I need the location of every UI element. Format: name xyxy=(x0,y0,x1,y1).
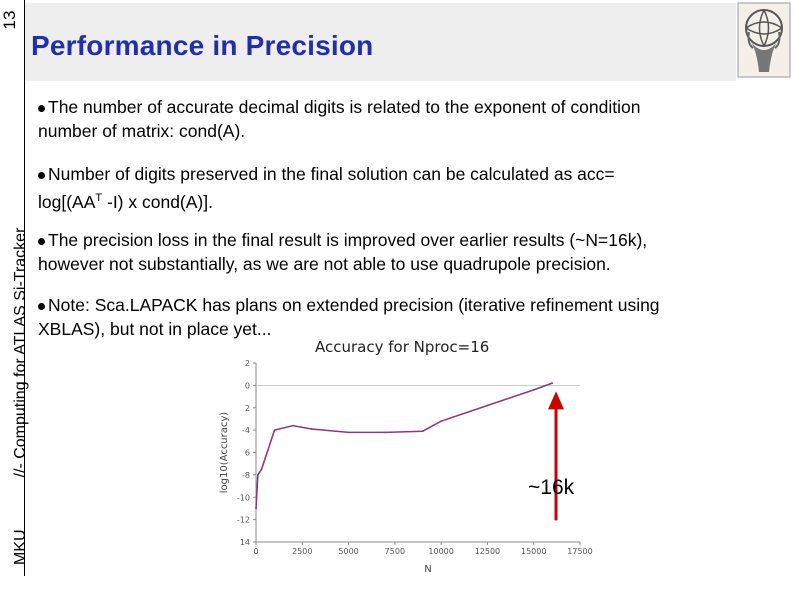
formula-part-1: log[(AA xyxy=(38,191,96,212)
y-tick-label: 6 xyxy=(245,449,250,458)
y-tick-label: -10 xyxy=(237,493,250,502)
atlas-logo-icon xyxy=(737,2,791,78)
accuracy-data-point xyxy=(532,388,535,391)
x-tick-label: 10000 xyxy=(428,547,453,556)
bullet-4-line-1: Note: Sca.LAPACK has plans on extended p… xyxy=(48,295,660,315)
x-tick-label: 0 xyxy=(253,547,258,556)
y-tick-label: -12 xyxy=(237,516,250,525)
accuracy-data-point xyxy=(256,473,259,476)
accuracy-data-point xyxy=(260,468,263,471)
author-label: MKU xyxy=(12,529,29,565)
formula-superscript: T xyxy=(95,192,103,204)
accuracy-data-point xyxy=(310,428,313,430)
header-band xyxy=(25,3,736,81)
annotation-arrow-head xyxy=(548,391,564,410)
bullet-item-4: Note: Sca.LAPACK has plans on extended p… xyxy=(38,293,768,341)
formula-part-2: -I) x cond(A)]. xyxy=(102,191,213,212)
bullet-dot-icon xyxy=(38,104,45,112)
bullet-dot-icon xyxy=(38,171,45,179)
accuracy-data-point xyxy=(486,404,489,407)
accuracy-data-point xyxy=(255,507,257,510)
y-tick-label: 0 xyxy=(245,381,250,390)
x-tick-label: 15000 xyxy=(521,547,546,556)
accuracy-data-point xyxy=(347,431,350,434)
chart-title: Accuracy for Nproc=16 xyxy=(315,338,489,356)
bullet-4-line-2: XBLAS), but not in place yet... xyxy=(38,319,272,339)
bullet-1-line-2: number of matrix: cond(A). xyxy=(38,121,246,141)
x-axis-label: N xyxy=(424,564,431,575)
annotation-label: ~16k xyxy=(528,476,575,499)
accuracy-data-point xyxy=(273,429,276,432)
bullet-2-line-2: log[(AAT -I) x cond(A)]. xyxy=(38,186,768,214)
bullet-3-line-2: however not substantially, as we are not… xyxy=(38,254,611,274)
y-tick-label: -4 xyxy=(242,426,250,435)
bullet-1-line-1: The number of accurate decimal digits is… xyxy=(48,97,641,117)
y-tick-label: 2 xyxy=(245,404,250,413)
x-tick-label: 12500 xyxy=(475,547,500,556)
accuracy-series-line xyxy=(255,382,553,509)
page-title: Performance in Precision xyxy=(31,30,374,61)
y-axis-label: log10(Accuracy) xyxy=(219,412,230,494)
bullet-3-line-1: The precision loss in the final result i… xyxy=(48,230,648,250)
bullet-dot-icon xyxy=(38,302,45,310)
y-tick-label: 14 xyxy=(240,538,250,547)
sidebar-footer: MKU //- Computing for ATLAS Si-Tracker xyxy=(12,227,29,565)
accuracy-data-point xyxy=(384,431,387,434)
y-tick-label: 2 xyxy=(245,359,250,368)
accuracy-data-point xyxy=(421,430,424,433)
x-tick-label: 7500 xyxy=(385,547,405,556)
bullet-item-2: Number of digits preserved in the final … xyxy=(38,162,768,214)
accuracy-data-point xyxy=(440,420,443,423)
y-tick-label: -8 xyxy=(242,471,250,480)
sidebar: 13 MKU //- Computing for ATLAS Si-Tracker xyxy=(0,0,29,576)
page-number: 13 xyxy=(0,10,19,30)
bullet-2-line-1: Number of digits preserved in the final … xyxy=(48,164,615,184)
bullet-dot-icon xyxy=(38,237,45,245)
x-tick-label: 5000 xyxy=(338,547,358,556)
x-tick-label: 17500 xyxy=(567,547,592,556)
x-tick-label: 2500 xyxy=(292,547,312,556)
accuracy-data-point xyxy=(551,382,554,385)
bullet-item-1: The number of accurate decimal digits is… xyxy=(38,95,768,143)
talk-title: //- Computing for ATLAS Si-Tracker xyxy=(12,227,29,478)
accuracy-data-point xyxy=(292,424,294,427)
bullet-item-3: The precision loss in the final result i… xyxy=(38,228,768,276)
